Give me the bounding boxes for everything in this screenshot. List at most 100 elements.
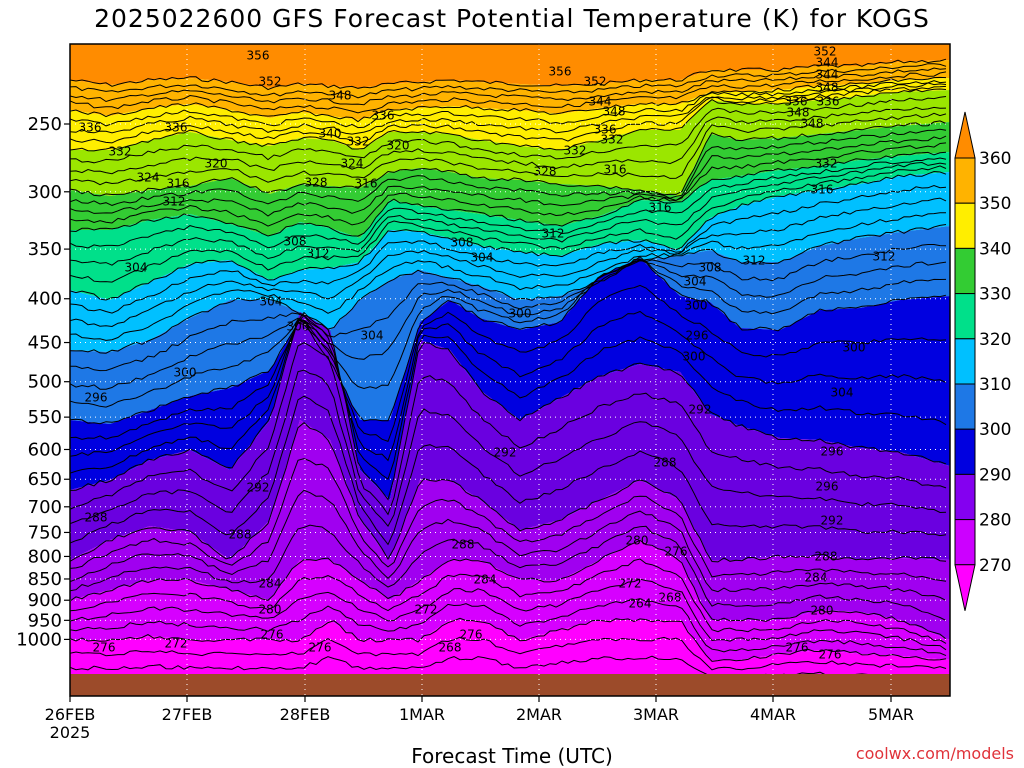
contour-line <box>70 458 947 582</box>
chart-title: 2025022600 GFS Forecast Potential Temper… <box>94 4 930 33</box>
contour-label: 312 <box>542 227 565 241</box>
contour-label: 296 <box>686 329 709 343</box>
colorbar-top-arrow <box>954 111 976 159</box>
contour-label: 276 <box>261 628 284 642</box>
contour-label: 308 <box>699 261 722 275</box>
contour-line <box>70 578 947 651</box>
contour-label: 320 <box>387 139 410 153</box>
contour-label: 316 <box>811 183 834 197</box>
contour-label: 304 <box>831 386 854 400</box>
contour-label: 348 <box>816 81 839 95</box>
contour-label: 316 <box>604 163 627 177</box>
x-axis-label: Forecast Time (UTC) <box>411 744 613 768</box>
band-10 <box>70 420 950 640</box>
contour-line <box>70 151 947 237</box>
contour-label: 284 <box>259 577 282 591</box>
contour-label: 348 <box>787 106 810 120</box>
y-tick-label: 750 <box>28 522 62 543</box>
contour-line <box>70 636 947 671</box>
contour-line <box>70 88 947 152</box>
contour-label: 280 <box>811 604 834 618</box>
contour-label: 312 <box>307 247 330 261</box>
band-3 <box>70 90 950 196</box>
contour-line <box>70 259 947 390</box>
contour-label: 348 <box>329 89 352 103</box>
contour-line <box>70 244 947 372</box>
contour-label: 336 <box>785 95 808 109</box>
contour-label: 300 <box>287 320 310 334</box>
colorbar-segment <box>954 519 976 566</box>
contour-label: 312 <box>873 250 896 264</box>
colorbar-label: 300 <box>979 420 1011 440</box>
contour-label: 276 <box>819 648 842 662</box>
contour-label: 332 <box>564 144 587 158</box>
y-axis: 2503003504004505005506006507007508008509… <box>16 114 70 650</box>
band-6 <box>70 172 950 352</box>
colorbar-label: 280 <box>979 511 1011 531</box>
x-axis: 26FEB 27FEB 28FEB 1MAR 2MAR 3MAR 4MAR 5MAR 2025 <box>45 696 914 742</box>
contour-label: 296 <box>816 480 839 494</box>
colorbar-segment <box>954 293 976 340</box>
contour-label: 300 <box>683 350 706 364</box>
contour-label: 312 <box>163 195 186 209</box>
contour-line <box>70 369 947 527</box>
colorbar-label: 320 <box>979 330 1011 350</box>
contour-line <box>70 598 947 657</box>
contour-label: 332 <box>109 145 132 159</box>
contour-label: 316 <box>167 177 190 191</box>
contour-label: 272 <box>415 603 438 617</box>
contour-label: 332 <box>815 157 838 171</box>
contour-label: 348 <box>603 105 626 119</box>
contour-line <box>70 314 947 480</box>
contour-label: 304 <box>260 295 283 309</box>
ground-terrain <box>70 674 950 696</box>
contour-line <box>70 120 947 197</box>
colorbar-label: 290 <box>979 465 1011 485</box>
y-tick-label: 350 <box>28 239 62 260</box>
colorbar-segment <box>954 383 976 430</box>
colorbar-segment <box>954 157 976 204</box>
contour-label: 352 <box>814 45 837 59</box>
contour-line <box>70 128 947 206</box>
colorbar-label: 340 <box>979 239 1011 259</box>
band-0 <box>70 44 950 88</box>
y-tick-label: 850 <box>28 569 62 590</box>
contour-label: 300 <box>509 307 532 321</box>
colorbar-segment <box>954 428 976 475</box>
contour-label: 352 <box>584 75 607 89</box>
watermark: coolwx.com/models <box>855 744 1014 763</box>
contour-label: 316 <box>355 177 378 191</box>
colorbar-label: 360 <box>979 149 1011 169</box>
colorbar-bottom-arrow <box>954 564 976 611</box>
contour-line <box>70 311 947 501</box>
contour-label: 332 <box>347 135 370 149</box>
plot-frame <box>69 43 951 697</box>
contour-label: 344 <box>589 95 612 109</box>
contour-line <box>70 161 947 266</box>
y-tick-label: 600 <box>28 439 62 460</box>
contour-line <box>70 558 947 644</box>
contour-label: 336 <box>372 109 395 123</box>
contour-label: 276 <box>93 641 116 655</box>
colorbar-segment <box>954 202 976 249</box>
y-tick-label: 650 <box>28 469 62 490</box>
contour-line <box>70 80 947 129</box>
contour-label: 324 <box>341 157 364 171</box>
contour-line <box>70 82 947 135</box>
colorbar-segment <box>954 473 976 521</box>
y-tick-label: 900 <box>28 590 62 611</box>
contour-line <box>70 655 947 681</box>
contour-label: 292 <box>494 446 517 460</box>
contour-label: 352 <box>259 75 282 89</box>
contour-line <box>70 184 947 314</box>
colorbar-label: 330 <box>979 285 1011 305</box>
contour-label: 304 <box>684 275 707 289</box>
contour-line <box>70 142 947 227</box>
colorbar-segment <box>954 247 976 295</box>
contour-label: 336 <box>165 121 188 135</box>
colorbar-label: 270 <box>979 556 1011 576</box>
colorbar: 360 350 340 330 320 310 300 290 280 270 <box>954 111 1011 611</box>
y-tick-label: 550 <box>28 407 62 428</box>
contour-label: 304 <box>471 251 494 265</box>
